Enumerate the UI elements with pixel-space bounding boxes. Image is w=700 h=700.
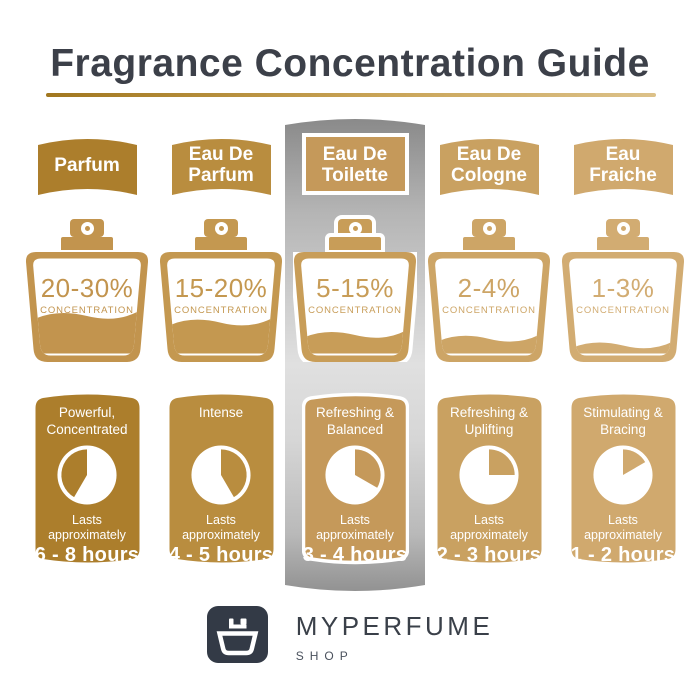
spray-bottle-icon: 15-20% CONCENTRATION [159,219,283,362]
brand-name: MYPERFUME [295,611,494,641]
clock-icon [324,444,386,506]
bottle-body: 1-3% CONCENTRATION [561,252,685,362]
spray-bottle-icon: 2-4% CONCENTRATION [427,219,551,362]
info-card: Refreshing & Uplifting Lasts approximate… [436,392,543,566]
duration-text: 2 - 3 hours [436,544,542,566]
type-label: Eau De Toilette [321,144,389,186]
concentration-label: CONCENTRATION [576,305,670,316]
sprayer-collar [329,237,381,250]
spray-bottle-icon: 20-30% CONCENTRATION [25,219,149,362]
sprayer-head [70,219,104,237]
page-title: Fragrance Concentration Guide [50,42,650,85]
lasts-text: Lasts approximately [316,513,394,542]
sprayer-collar [195,237,247,250]
sprayer-head [472,219,506,237]
title-underline [46,93,656,97]
info-card: Stimulating & Bracing Lasts approximatel… [570,392,677,566]
brand-footer: MYPERFUME SHOP [0,606,700,663]
type-label: Parfum [54,154,120,176]
concentration-value: 1-3% [591,273,655,303]
character-text: Refreshing & Uplifting [449,405,529,437]
lasts-text: Lasts approximately [450,513,528,542]
info-card: Intense Lasts approximately 4 - 5 hours [168,392,275,566]
sprayer-collar [463,237,515,250]
duration-text: 6 - 8 hours [34,544,140,566]
type-banner: Parfum [34,133,141,195]
sprayer-head [338,219,372,237]
spray-bottle-icon: 1-3% CONCENTRATION [561,219,685,362]
column-eau-de-toilette: Eau De Toilette 5-15% CONCENTRATION Refr… [288,133,422,566]
clock-icon [592,444,654,506]
sprayer-head [204,219,238,237]
concentration-label: CONCENTRATION [174,305,268,316]
bottle-body: 20-30% CONCENTRATION [25,252,149,362]
concentration-value: 2-4% [457,273,521,303]
column-parfum: Parfum 20-30% CONCENTRATION Powerful, Co… [20,133,154,566]
lasts-text: Lasts approximately [584,513,662,542]
type-banner: Eau De Cologne [436,133,543,195]
character-text: Intense [198,405,244,420]
column-eau-de-cologne: Eau De Cologne 2-4% CONCENTRATION Refres… [422,133,556,566]
info-card: Powerful, Concentrated Lasts approximate… [34,392,141,566]
clock-icon [190,444,252,506]
bottle-body: 15-20% CONCENTRATION [159,252,283,362]
character-text: Stimulating & Bracing [583,405,663,437]
bottle-body: 5-15% CONCENTRATION [293,252,417,362]
shop-logo-icon [206,606,268,663]
columns: Parfum 20-30% CONCENTRATION Powerful, Co… [20,133,690,566]
concentration-value: 5-15% [316,273,394,303]
sprayer-head [606,219,640,237]
info-card: Refreshing & Balanced Lasts approximatel… [301,392,409,566]
concentration-label: CONCENTRATION [442,305,536,316]
spray-bottle-icon: 5-15% CONCENTRATION [293,219,417,362]
column-eau-fraiche: Eau Fraiche 1-3% CONCENTRATION Stimulati… [556,133,690,566]
concentration-label: CONCENTRATION [308,305,402,316]
type-banner: Eau Fraiche [570,133,677,195]
concentration-label: CONCENTRATION [40,305,134,316]
lasts-text: Lasts approximately [48,513,126,542]
duration-text: 1 - 2 hours [570,544,676,566]
concentration-value: 20-30% [40,273,134,303]
column-eau-de-parfum: Eau De Parfum 15-20% CONCENTRATION Inten… [154,133,288,566]
sprayer-collar [61,237,113,250]
clock-icon [458,444,520,506]
type-label: Eau De Cologne [451,144,527,186]
duration-text: 3 - 4 hours [302,544,408,566]
sprayer-collar [597,237,649,250]
duration-text: 4 - 5 hours [168,544,274,566]
type-label: Eau De Parfum [188,144,254,186]
character-text: Refreshing & Balanced [315,405,395,437]
lasts-text: Lasts approximately [182,513,260,542]
concentration-value: 15-20% [174,273,268,303]
type-banner: Eau De Parfum [168,133,275,195]
clock-icon [56,444,118,506]
brand-subtitle: SHOP [295,649,354,663]
type-label: Eau Fraiche [589,144,657,186]
bottle-body: 2-4% CONCENTRATION [427,252,551,362]
type-banner: Eau De Toilette [301,133,409,195]
character-text: Powerful, Concentrated [46,405,128,437]
